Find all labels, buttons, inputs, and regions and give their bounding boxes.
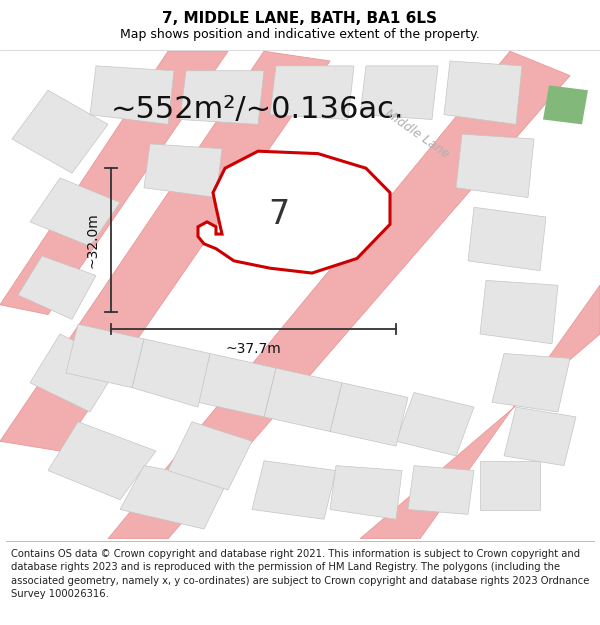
Polygon shape (330, 382, 408, 446)
Polygon shape (360, 66, 438, 119)
Polygon shape (66, 324, 144, 388)
Polygon shape (0, 51, 228, 314)
Polygon shape (330, 466, 402, 519)
Polygon shape (492, 354, 570, 412)
Polygon shape (198, 354, 276, 417)
Polygon shape (48, 422, 156, 500)
Polygon shape (543, 86, 588, 124)
Polygon shape (456, 134, 534, 198)
Text: ~552m²/~0.136ac.: ~552m²/~0.136ac. (111, 95, 405, 124)
Polygon shape (30, 334, 120, 412)
Polygon shape (90, 66, 174, 124)
Text: 7, MIDDLE LANE, BATH, BA1 6LS: 7, MIDDLE LANE, BATH, BA1 6LS (163, 11, 437, 26)
Polygon shape (480, 281, 558, 344)
Polygon shape (252, 461, 336, 519)
Polygon shape (18, 256, 96, 319)
Polygon shape (132, 339, 210, 407)
Polygon shape (444, 61, 522, 124)
Polygon shape (0, 51, 330, 451)
Polygon shape (120, 466, 228, 529)
Polygon shape (30, 178, 120, 246)
Polygon shape (408, 466, 474, 514)
Polygon shape (198, 151, 390, 273)
Polygon shape (504, 407, 576, 466)
Text: ~37.7m: ~37.7m (226, 342, 281, 356)
Polygon shape (396, 392, 474, 456)
Polygon shape (168, 422, 252, 490)
Polygon shape (468, 208, 546, 271)
Polygon shape (12, 90, 108, 173)
Polygon shape (264, 368, 342, 431)
Text: Contains OS data © Crown copyright and database right 2021. This information is : Contains OS data © Crown copyright and d… (11, 549, 589, 599)
Polygon shape (180, 71, 264, 124)
Text: Middle Lane: Middle Lane (382, 107, 452, 161)
Text: 7: 7 (269, 198, 290, 231)
Text: Map shows position and indicative extent of the property.: Map shows position and indicative extent… (120, 28, 480, 41)
Polygon shape (480, 461, 540, 509)
Polygon shape (108, 51, 570, 539)
Polygon shape (360, 285, 600, 539)
Text: ~32.0m: ~32.0m (86, 213, 100, 268)
Polygon shape (144, 144, 222, 198)
Polygon shape (270, 66, 354, 119)
